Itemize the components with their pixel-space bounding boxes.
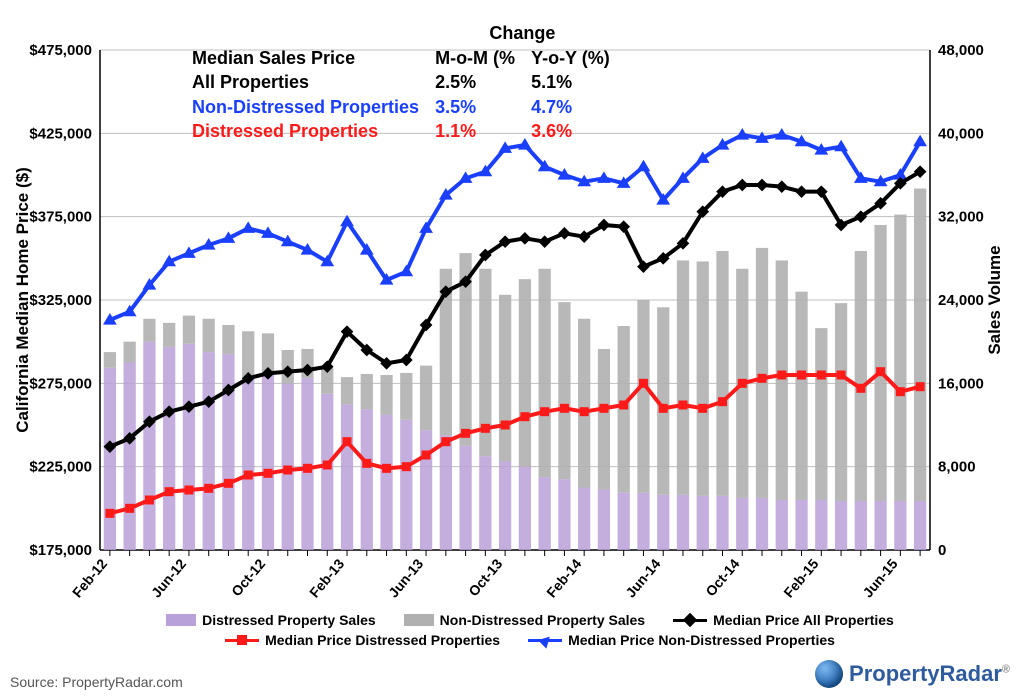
svg-text:48,000: 48,000	[938, 42, 984, 59]
svg-text:$175,000: $175,000	[29, 542, 92, 559]
svg-text:$225,000: $225,000	[29, 459, 92, 476]
overlay-change-table: Change Median Sales Price M-o-M (% Y-o-Y…	[190, 20, 626, 145]
svg-text:Jun-15: Jun-15	[859, 555, 900, 600]
svg-text:Jun-12: Jun-12	[148, 555, 189, 600]
svg-text:Jun-14: Jun-14	[622, 555, 663, 600]
svg-text:Jun-13: Jun-13	[385, 555, 426, 600]
svg-text:Feb-13: Feb-13	[306, 555, 347, 600]
overlay-col-mom: M-o-M (%	[435, 47, 529, 70]
brand-logo: PropertyRadar®	[815, 660, 1010, 688]
source-text: Source: PropertyRadar.com	[10, 674, 183, 690]
svg-text:0: 0	[938, 542, 946, 559]
brand-text: PropertyRadar	[849, 661, 1002, 686]
overlay-row: All Properties2.5%5.1%	[192, 71, 624, 94]
svg-text:16,000: 16,000	[938, 375, 984, 392]
svg-text:California Median Home Price (: California Median Home Price ($)	[13, 167, 32, 432]
svg-text:Feb-12: Feb-12	[69, 555, 110, 600]
svg-text:8,000: 8,000	[938, 459, 976, 476]
overlay-row: Distressed Properties1.1%3.6%	[192, 120, 624, 143]
legend-item: Non-Distressed Property Sales	[404, 612, 645, 628]
svg-text:24,000: 24,000	[938, 292, 984, 309]
svg-text:Oct-14: Oct-14	[702, 555, 742, 599]
svg-text:40,000: 40,000	[938, 125, 984, 142]
chart-container: $175,000 $225,000 $275,000 $325,000 $375,000…	[0, 0, 1024, 696]
svg-text:$475,000: $475,000	[29, 42, 92, 59]
overlay-rowhdr: Median Sales Price	[192, 47, 433, 70]
svg-text:$275,000: $275,000	[29, 375, 92, 392]
svg-text:32,000: 32,000	[938, 209, 984, 226]
overlay-row: Non-Distressed Properties3.5%4.7%	[192, 96, 624, 119]
svg-text:$325,000: $325,000	[29, 292, 92, 309]
svg-text:$375,000: $375,000	[29, 209, 92, 226]
overlay-col-yoy: Y-o-Y (%)	[531, 47, 624, 70]
legend-item: Median Price All Properties	[673, 612, 894, 628]
svg-text:Feb-14: Feb-14	[543, 555, 584, 600]
legend-item: Median Price Distressed Properties	[225, 632, 500, 648]
legend-item: Median Price Non-Distressed Properties	[528, 632, 835, 648]
svg-text:$425,000: $425,000	[29, 125, 92, 142]
svg-text:Oct-12: Oct-12	[228, 555, 268, 599]
svg-text:Sales Volume: Sales Volume	[985, 245, 1004, 354]
svg-text:Feb-15: Feb-15	[780, 555, 821, 600]
legend: Distressed Property Sales Non-Distressed …	[120, 610, 940, 650]
legend-item: Distressed Property Sales	[166, 612, 376, 628]
overlay-change-hdr: Change	[435, 22, 624, 45]
registered-icon: ®	[1002, 664, 1010, 676]
globe-icon	[815, 660, 843, 688]
svg-text:Oct-13: Oct-13	[465, 555, 505, 599]
